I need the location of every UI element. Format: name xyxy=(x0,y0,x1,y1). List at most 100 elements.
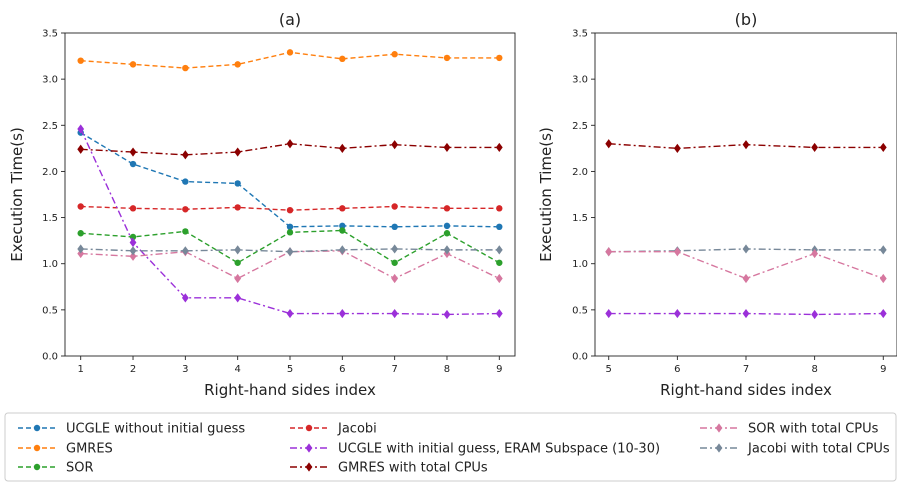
data-point xyxy=(77,230,84,237)
legend-marker xyxy=(305,424,313,432)
x-tick-label: 3 xyxy=(182,364,188,375)
series-jacobi_cpus xyxy=(77,244,503,257)
x-tick-label: 6 xyxy=(339,364,345,375)
data-point xyxy=(605,247,613,257)
data-point xyxy=(742,273,750,284)
data-point xyxy=(443,230,451,237)
legend-marker xyxy=(33,463,41,471)
data-point xyxy=(129,246,137,256)
y-tick-label: 1.0 xyxy=(572,259,588,270)
y-axis-title: Execution Time(s) xyxy=(8,127,26,262)
y-tick-label: 1.5 xyxy=(572,213,588,224)
legend-entry-sor_cpus: SOR with total CPUs xyxy=(700,422,879,437)
data-point xyxy=(181,246,189,256)
data-point xyxy=(879,142,887,153)
data-point xyxy=(443,205,451,212)
legend-entry-jacobi: Jacobi xyxy=(290,422,377,437)
data-point xyxy=(129,251,137,261)
legend-marker xyxy=(33,444,41,452)
data-point xyxy=(495,142,503,153)
data-point xyxy=(742,244,750,254)
data-point xyxy=(495,273,503,284)
panel-title: (b) xyxy=(735,10,758,29)
legend-label: SOR xyxy=(66,461,94,476)
data-point xyxy=(391,244,399,254)
data-point xyxy=(811,309,819,320)
data-point xyxy=(673,143,681,153)
legend-label: Jacobi xyxy=(337,422,377,437)
data-point xyxy=(77,57,84,64)
series-gmres xyxy=(77,49,503,72)
y-tick-label: 1.5 xyxy=(42,213,58,224)
data-point xyxy=(338,308,346,319)
legend-entry-sor: SOR xyxy=(18,461,94,476)
data-point xyxy=(496,54,503,62)
y-tick-label: 0.5 xyxy=(42,305,58,316)
data-point xyxy=(605,139,613,149)
x-tick-label: 5 xyxy=(606,364,612,375)
data-point xyxy=(391,203,398,210)
y-tick-label: 3.0 xyxy=(42,75,58,86)
legend-marker xyxy=(715,423,723,433)
legend-entry-ucgle_guess: UCGLE with initial guess, ERAM Subspace … xyxy=(290,442,660,457)
data-point xyxy=(234,273,242,284)
data-point xyxy=(286,229,294,236)
data-point xyxy=(182,178,189,185)
x-tick-label: 8 xyxy=(811,364,817,375)
data-point xyxy=(443,54,451,62)
data-point xyxy=(742,308,750,319)
data-point xyxy=(339,222,346,230)
data-point xyxy=(77,244,85,254)
legend-label: GMRES xyxy=(66,442,113,457)
y-axis-title: Execution Time(s) xyxy=(537,127,555,262)
data-point xyxy=(234,245,242,255)
y-tick-label: 3.0 xyxy=(572,75,588,86)
data-point xyxy=(811,142,819,153)
x-tick-label: 6 xyxy=(674,364,680,375)
data-point xyxy=(234,204,241,211)
data-point xyxy=(129,61,137,68)
data-point xyxy=(391,223,398,230)
data-point xyxy=(286,49,294,56)
series-ucgle_guess xyxy=(77,124,503,320)
series-jacobi_cpus xyxy=(605,244,887,257)
x-tick-label: 7 xyxy=(743,364,749,375)
data-point xyxy=(339,205,346,212)
data-point xyxy=(391,259,398,266)
data-point xyxy=(129,147,137,157)
data-point xyxy=(742,140,750,150)
x-tick-label: 4 xyxy=(234,364,240,375)
data-point xyxy=(182,228,189,235)
data-point xyxy=(495,245,503,255)
legend-entry-jacobi_cpus: Jacobi with total CPUs xyxy=(700,442,890,457)
data-point xyxy=(339,227,346,234)
data-point xyxy=(234,61,241,68)
data-point xyxy=(496,223,503,230)
data-point xyxy=(673,247,681,257)
legend: UCGLE without initial guess GMRES SOR Jacob… xyxy=(4,412,897,482)
legend-entry-ucgle_noguess: UCGLE without initial guess xyxy=(18,422,245,437)
series-ucgle_noguess xyxy=(77,129,503,230)
data-point xyxy=(182,64,189,72)
data-point xyxy=(286,223,294,230)
x-tick-label: 9 xyxy=(880,364,886,375)
x-tick-label: 7 xyxy=(391,364,397,375)
x-tick-label: 2 xyxy=(130,364,136,375)
data-point xyxy=(338,245,346,255)
data-point xyxy=(286,308,294,319)
legend-label: UCGLE without initial guess xyxy=(66,422,245,437)
data-point xyxy=(234,180,241,187)
data-point xyxy=(286,247,294,257)
data-point xyxy=(495,308,503,319)
x-axis-title: Right-hand sides index xyxy=(204,381,376,399)
legend-label: UCGLE with initial guess, ERAM Subspace … xyxy=(338,442,660,457)
x-tick-label: 8 xyxy=(444,364,450,375)
panel-title: (a) xyxy=(279,10,301,29)
legend-entry-gmres: GMRES xyxy=(18,442,113,457)
series-ucgle_guess xyxy=(605,308,887,320)
y-tick-label: 0.0 xyxy=(572,352,588,363)
y-tick-label: 2.5 xyxy=(572,121,588,132)
data-point xyxy=(879,273,887,284)
data-point xyxy=(286,206,294,214)
